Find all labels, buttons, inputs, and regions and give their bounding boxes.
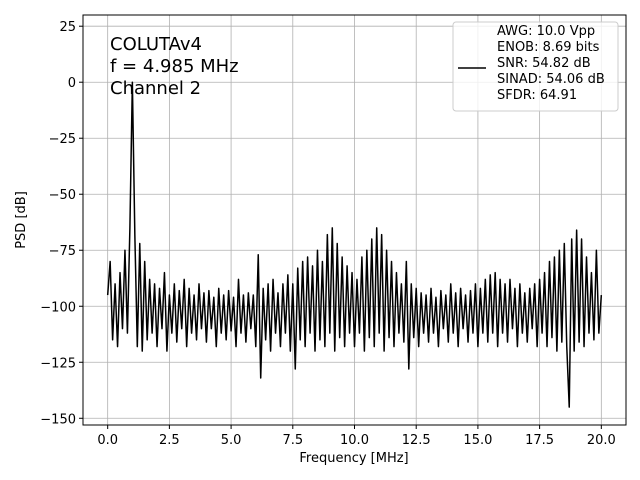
x-tick-label: 2.5 <box>159 433 180 448</box>
y-tick-label: −125 <box>40 356 76 371</box>
y-tick-label: −25 <box>49 132 76 147</box>
x-tick-label: 17.5 <box>525 433 554 448</box>
x-tick-label: 20.0 <box>587 433 616 448</box>
ticks: 0.0 2.5 5.0 7.5 10.0 12.5 15.0 17.5 20.0 25 0 −25 −5… <box>40 20 616 448</box>
x-tick-label: 12.5 <box>402 433 431 448</box>
x-tick-label: 0.0 <box>97 433 118 448</box>
legend-box <box>452 21 619 112</box>
x-tick-label: 15.0 <box>463 433 492 448</box>
annotation: f = 4.985 MHz <box>110 56 239 77</box>
y-tick-label: 0 <box>68 76 76 91</box>
x-axis-label: Frequency [MHz] <box>299 451 408 466</box>
x-tick-label: 10.0 <box>340 433 369 448</box>
x-tick-label: 7.5 <box>282 433 303 448</box>
y-tick-label: −75 <box>49 244 76 259</box>
plot <box>106 81 603 408</box>
y-tick-label: −50 <box>49 188 76 203</box>
x-tick-label: 5.0 <box>221 433 242 448</box>
y-tick-label: −150 <box>40 412 76 427</box>
y-tick-label: 25 <box>59 20 76 35</box>
series-line <box>106 81 603 408</box>
annotation: Channel 2 <box>110 78 201 99</box>
annotation: COLUTAv4 <box>110 34 202 55</box>
y-axis-label: PSD [dB] <box>14 191 29 249</box>
y-tick-label: −100 <box>40 300 76 315</box>
legend-label: AWG: 10.0 Vpp ENOB: 8.69 bits SNR: 54.82… <box>497 24 605 103</box>
